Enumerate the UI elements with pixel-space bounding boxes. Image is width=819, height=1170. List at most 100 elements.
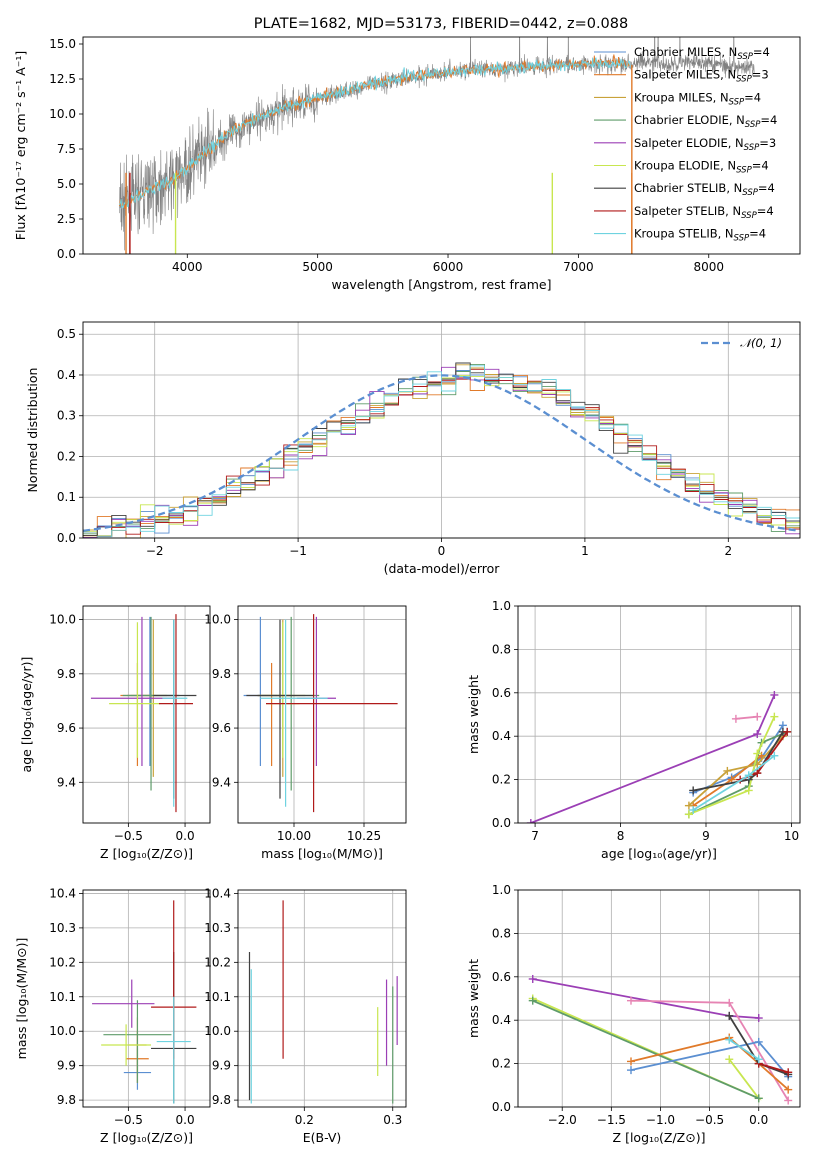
x-tick-label: 8 xyxy=(617,829,625,843)
y-axis-label: mass [log₁₀(M/M⊙)] xyxy=(14,938,29,1060)
y-tick-label: 9.9 xyxy=(57,1059,76,1073)
x-tick-label: 8000 xyxy=(693,260,724,274)
legend-label: Chabrier STELIB, NSSP=4 xyxy=(634,181,775,198)
y-axis-label: Normed distribution xyxy=(25,368,40,493)
series-marker xyxy=(754,1014,763,1023)
y-tick-label: 9.6 xyxy=(57,721,76,735)
legend-label: Salpeter STELIB, NSSP=4 xyxy=(634,204,774,221)
x-tick-label: −0.5 xyxy=(114,1113,143,1127)
x-tick-label: −0.5 xyxy=(695,1113,724,1127)
y-axis-label: age [log₁₀(age/yr)] xyxy=(19,657,34,773)
y-tick-label: 9.8 xyxy=(57,667,76,681)
series-marker xyxy=(754,1055,763,1064)
x-tick-label: −1 xyxy=(289,544,307,558)
axes-frame xyxy=(82,605,211,824)
series-line xyxy=(530,694,776,823)
x-tick-label: 0.0 xyxy=(176,829,195,843)
y-tick-label: 15.0 xyxy=(49,37,76,51)
errorbar-point xyxy=(162,619,188,807)
y-tick-label: 1.0 xyxy=(492,599,511,613)
histograms xyxy=(83,362,800,538)
series-marker xyxy=(744,786,753,795)
series-line xyxy=(532,999,760,1100)
y-tick-label: 0.4 xyxy=(57,368,76,382)
axes-frame xyxy=(82,321,801,539)
y-tick-label: 10.0 xyxy=(204,613,231,627)
legend-entry: Kroupa ELODIE, NSSP=4 xyxy=(594,159,769,176)
y-tick-label: 0.4 xyxy=(492,729,511,743)
y-tick-label: 0.0 xyxy=(492,816,511,830)
errorbar-point xyxy=(90,616,176,767)
legend-label: Kroupa STELIB, NSSP=4 xyxy=(634,227,766,244)
y-tick-label: 10.0 xyxy=(49,107,76,121)
x-tick-label: −1.5 xyxy=(597,1113,626,1127)
series-marker xyxy=(684,801,693,810)
series-marker xyxy=(526,819,535,823)
legend-entry: Chabrier MILES, NSSP=4 xyxy=(594,45,770,62)
errorbars xyxy=(92,900,197,1104)
y-tick-label: 10.2 xyxy=(204,955,231,969)
data-spectrum-line xyxy=(119,37,755,254)
errorbar-point xyxy=(92,979,155,1028)
y-tick-label: 0.6 xyxy=(492,970,511,984)
series-marker xyxy=(784,1068,793,1077)
y-tick-label: 0.1 xyxy=(57,490,76,504)
axes-frame xyxy=(82,36,801,255)
x-tick-label: 7000 xyxy=(563,260,594,274)
x-tick-label: 0 xyxy=(438,544,446,558)
y-tick-label: 9.8 xyxy=(212,667,231,681)
series-marker xyxy=(626,1066,635,1075)
x-axis-label: age [log₁₀(age/yr)] xyxy=(601,846,717,861)
x-tick-label: 7 xyxy=(531,829,539,843)
x-tick-label: 0.3 xyxy=(383,1113,402,1127)
y-tick-label: 1.0 xyxy=(492,883,511,897)
errorbar-point xyxy=(103,1000,172,1083)
axes-frame xyxy=(237,889,407,1108)
y-tick-label: 0.8 xyxy=(492,642,511,656)
series-marker xyxy=(783,727,792,736)
axes-frame xyxy=(82,889,211,1108)
errorbar-point xyxy=(296,616,336,767)
series-marker xyxy=(528,974,537,983)
massweight_vs_age-panel: 7 8 9 10 0.0 0.2 0.4 0.6 0.8 1.0 age [log₁₀(age/yr… xyxy=(466,599,801,861)
x-tick-label: −2.0 xyxy=(548,1113,577,1127)
x-axis-label: Z [log₁₀(Z/Z⊙)] xyxy=(613,1130,706,1145)
series-marker xyxy=(626,996,635,1005)
plot-layer: 4000 5000 6000 7000 80000.02.55.07.510.012.5… xyxy=(13,36,801,1145)
y-tick-label: 0.2 xyxy=(57,449,76,463)
x-axis-label: wavelength [Angstrom, rest frame] xyxy=(331,277,551,292)
errorbars xyxy=(90,614,197,813)
x-tick-label: −2 xyxy=(146,544,164,558)
series-lines xyxy=(526,690,792,823)
x-tick-label: −1.0 xyxy=(646,1113,675,1127)
series-marker xyxy=(723,766,732,775)
legend-label: Salpeter ELODIE, NSSP=3 xyxy=(634,136,776,153)
errorbars xyxy=(243,614,398,813)
legend-entry: Salpeter ELODIE, NSSP=3 xyxy=(594,136,776,153)
series-marker xyxy=(770,751,779,760)
errorbar-point xyxy=(127,616,173,767)
errorbars xyxy=(248,900,398,1104)
x-axis-label: E(B-V) xyxy=(303,1130,342,1145)
x-tick-label: 10.25 xyxy=(347,829,381,843)
y-tick-label: 9.9 xyxy=(212,1059,231,1073)
residuals-panel: −2 −1 0 1 2 0.0 0.1 0.2 0.3 0.4 0.5 (data-model)/er… xyxy=(25,321,801,576)
x-tick-label: 9 xyxy=(702,829,710,843)
y-tick-label: 9.6 xyxy=(212,721,231,735)
y-tick-label: 9.4 xyxy=(212,775,231,789)
series-marker xyxy=(689,786,698,795)
y-axis-label: Flux [fλ10⁻¹⁷ erg cm⁻² s⁻¹ A⁻¹] xyxy=(13,51,28,240)
mass_vs_Z-panel: −0.5 0.0 9.8 9.9 10.0 10.1 10.2 10.3 10.4 Z [log₁… xyxy=(14,886,211,1145)
x-tick-label: 0.2 xyxy=(295,1113,314,1127)
y-tick-label: 0.6 xyxy=(492,686,511,700)
axes-frame xyxy=(237,605,407,824)
y-tick-label: 0.0 xyxy=(492,1100,511,1114)
series-marker xyxy=(725,1055,734,1064)
spectrum-traces xyxy=(119,37,755,254)
x-tick-label: 5000 xyxy=(302,260,333,274)
y-tick-label: 9.8 xyxy=(212,1093,231,1107)
errorbar-point xyxy=(156,996,191,1104)
y-tick-label: 0.3 xyxy=(57,409,76,423)
x-tick-label: 0.0 xyxy=(176,1113,195,1127)
